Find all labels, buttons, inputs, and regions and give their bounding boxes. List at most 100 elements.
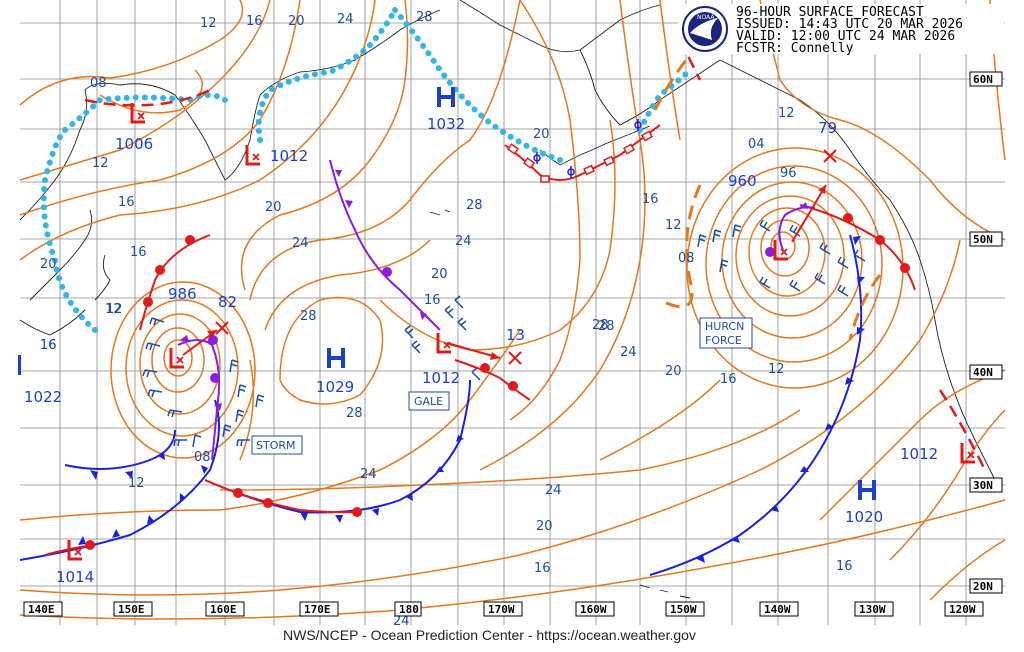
isobar (19, 499, 1006, 620)
isobar (125, 299, 239, 437)
isobar (479, 0, 646, 471)
svg-text:140W: 140W (764, 603, 791, 616)
isobar-label: 28 (466, 198, 483, 213)
forecast-header: NOAA 96-HOUR SURFACE FORECAST ISSUED: 14… (678, 4, 1004, 56)
low-symbols (67, 103, 975, 561)
isobar-label: 16 (246, 14, 263, 29)
isobar-label: 24 (620, 345, 637, 360)
hurricane-force-warning: HURCN FORCE (699, 317, 753, 349)
isobar-label: 24 (393, 614, 410, 629)
isobar-label: 28 (346, 406, 363, 421)
isobar-label: 16 (118, 195, 135, 210)
isobar-label: 24 (360, 467, 377, 482)
troughs (653, 54, 882, 341)
pressure-label: 1022 (24, 388, 62, 406)
forecast-label: 79 (818, 119, 837, 137)
isobar (889, 409, 1006, 561)
forecast-x-marks (215, 149, 837, 365)
isobar (929, 539, 1006, 601)
lat-lon-grid (20, 0, 1005, 625)
wind-barbs (142, 219, 866, 448)
isobar (99, 69, 204, 114)
isobar (249, 0, 521, 301)
isobar (19, 239, 961, 596)
svg-text:170W: 170W (488, 603, 515, 616)
isobar-label: 28 (416, 10, 433, 25)
isobar (151, 327, 205, 393)
occluded-front (329, 159, 441, 331)
isobar (239, 359, 255, 461)
isobar (264, 239, 431, 331)
isobar-labels: 12 16 20 24 28 08 12 16 20 24 16 24 28 2… (40, 10, 853, 629)
longitude-labels: 140E 150E 160E 170E 180 170W 160W 150W 1… (23, 601, 984, 617)
isobar-label: 08 (678, 251, 695, 266)
svg-text:HURCN: HURCN (705, 320, 744, 333)
ice-edge (40, 7, 693, 333)
isobar-label: 08 (194, 450, 211, 465)
noaa-logo: NOAA (682, 6, 728, 52)
coastlines (19, 0, 996, 599)
stationary-front-marks (506, 130, 653, 183)
isobar-label: 08 (90, 76, 107, 91)
pressure-label: 960 (728, 172, 757, 190)
svg-text:40N: 40N (973, 366, 993, 379)
isobar (240, 0, 409, 291)
isobar-label: 28 (592, 318, 609, 333)
header-title: 96-HOUR SURFACE FORECAST (736, 5, 924, 20)
svg-text:30N: 30N (973, 479, 993, 492)
isobar-label: 20 (288, 14, 305, 29)
isobar-label: 16 (720, 372, 737, 387)
isobar (19, 0, 301, 216)
svg-text:NOAA: NOAA (697, 14, 715, 21)
isobar (735, 195, 845, 317)
warm-front (454, 359, 531, 401)
forecast-label: 82 (218, 293, 237, 311)
isobar (163, 339, 193, 377)
svg-text:STORM: STORM (256, 439, 296, 452)
isobar (219, 409, 801, 491)
isobar (219, 329, 521, 511)
isobar-label: 12 (665, 218, 682, 233)
track-arrowheads (207, 185, 826, 360)
isobar-label: 20 (431, 267, 448, 282)
isobar-label: 24 (545, 483, 562, 498)
warm-front-semicircles (85, 213, 910, 550)
storm-warning: STORM (251, 435, 303, 455)
isobar (509, 0, 581, 421)
isobar-label: 12 (128, 476, 145, 491)
isobar-label: 16 (534, 561, 551, 576)
header-issued: ISSUED: 14:43 UTC 20 MAR 2026 (736, 17, 963, 32)
isobar-label: 12 (768, 362, 785, 377)
isobar-label: 12 (200, 16, 217, 31)
isobar-label: 24 (455, 234, 472, 249)
isobar-label: 20 (536, 519, 553, 534)
isobar (110, 281, 256, 459)
isobar (19, 0, 271, 181)
stationary-front-blue-marks (533, 119, 642, 178)
pressure-label: 1012 (422, 369, 460, 387)
svg-text:120W: 120W (949, 603, 976, 616)
isobar (599, 379, 721, 461)
pressure-labels: 1006 1012 1032 986 82 1029 28 1012 13 10… (24, 115, 938, 586)
svg-text:160E: 160E (210, 603, 237, 616)
svg-text:150W: 150W (670, 603, 697, 616)
isobar-label: 16 (130, 245, 147, 260)
isobar (705, 165, 883, 363)
isobar (819, 369, 1006, 521)
svg-text:160W: 160W (580, 603, 607, 616)
pressure-label: 1020 (845, 508, 883, 526)
pressure-label: 1014 (56, 568, 94, 586)
isobar-label: 96 (780, 166, 797, 181)
isobar (279, 296, 384, 405)
footer-credit: NWS/NCEP - Ocean Prediction Center - htt… (283, 627, 696, 643)
header-valid: VALID: 12:00 UTC 24 MAR 2026 (736, 29, 955, 44)
latitude-labels: 60N 50N 40N 30N 20N (969, 71, 1003, 594)
isobar-label: 12 (92, 156, 109, 171)
isobar (760, 219, 810, 277)
isobar-label: 12 (778, 106, 795, 121)
isobar (19, 0, 244, 106)
isobar-label: 20 (665, 364, 682, 379)
isobar-label: 12 (106, 302, 123, 317)
gale-warning: GALE (408, 391, 450, 411)
isobar-label: 12 (105, 302, 122, 317)
